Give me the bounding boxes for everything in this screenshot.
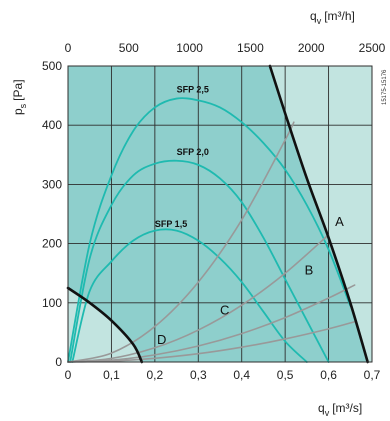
- x-bottom-tick-label: 0: [65, 368, 72, 382]
- curve-c: [67, 284, 356, 363]
- x-axis-bottom-label: qv [m³/s]: [318, 401, 362, 418]
- x-top-tick-label: 2500: [359, 41, 386, 55]
- x-bottom-tick-label: 0,5: [277, 368, 294, 382]
- curve-label: SFP 2,5: [177, 85, 209, 95]
- curve-sfp-2-5: [67, 97, 352, 363]
- x-bottom-tick-label: 0,2: [147, 368, 164, 382]
- curve-label: A: [335, 214, 344, 229]
- y-tick-label: 0: [55, 355, 62, 369]
- x-top-tick-label: 2000: [298, 41, 325, 55]
- curve-label: B: [305, 262, 314, 277]
- y-tick-label: 500: [42, 59, 62, 73]
- reference-number: 15175-15176: [382, 69, 388, 105]
- curve-label: SFP 1,5: [155, 219, 187, 229]
- curve-label: C: [220, 303, 229, 318]
- curve-a: [67, 121, 295, 363]
- x-bottom-tick-label: 0,6: [320, 368, 337, 382]
- curve-label: D: [157, 332, 166, 347]
- y-tick-label: 300: [42, 177, 62, 191]
- curve-d: [67, 320, 356, 363]
- x-bottom-tick-label: 0,1: [103, 368, 120, 382]
- x-bottom-tick-label: 0,4: [233, 368, 250, 382]
- curves: [66, 64, 369, 364]
- curve-labels: SFP 2,5 SFP 2,0 SFP 1,5 A B C D: [155, 85, 344, 348]
- x-bottom-tick-label: 0,7: [364, 368, 381, 382]
- x-top-tick-label: 0: [65, 41, 72, 55]
- y-tick-label: 400: [42, 118, 62, 132]
- curve-b: [67, 233, 330, 363]
- y-axis-label: ps[Pa]: [11, 79, 28, 115]
- curve-sfp-1-5: [71, 228, 308, 363]
- fan-limit-curve: [268, 64, 369, 364]
- curve-label: SFP 2,0: [177, 147, 209, 157]
- x-axis-top-label: qv [m³/h]: [310, 9, 355, 26]
- y-tick-label: 200: [42, 237, 62, 251]
- fan-limit-curve: [66, 286, 144, 364]
- curve-sfp-2-0: [69, 159, 330, 363]
- plot-frame: [67, 65, 373, 363]
- x-top-tick-label: 1500: [237, 41, 264, 55]
- x-bottom-tick-label: 0,3: [190, 368, 207, 382]
- x-top-tick-label: 1000: [176, 41, 203, 55]
- x-top-tick-label: 500: [119, 41, 139, 55]
- y-tick-label: 100: [42, 296, 62, 310]
